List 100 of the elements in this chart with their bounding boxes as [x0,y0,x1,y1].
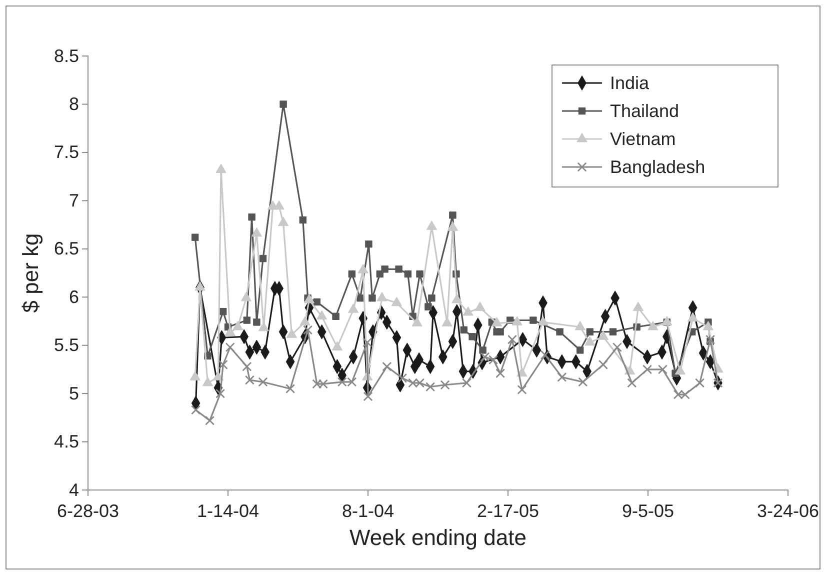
point [428,294,436,302]
y-tick-label: 4 [68,480,79,500]
point [358,264,368,274]
point [356,294,364,302]
point [190,371,200,380]
point [557,372,567,382]
point [212,371,224,380]
legend-label: India [610,73,650,93]
point [507,334,517,344]
point [395,266,402,273]
point [280,100,287,108]
point [218,360,228,370]
point [426,382,436,392]
point [491,317,502,326]
point [496,368,506,378]
x-tick-label: 1-14-04 [196,501,260,521]
point [702,320,714,330]
point [517,384,527,394]
point [479,346,486,354]
x-tick-label: 6-28-03 [56,501,120,521]
point [376,292,388,302]
point [191,234,199,241]
point [286,384,296,394]
point [648,320,658,330]
point [496,328,504,336]
point [576,346,584,354]
point [538,316,548,326]
point [447,222,458,231]
point [274,200,284,210]
point [574,320,586,330]
point [216,164,226,173]
point [368,294,376,302]
y-tick-label: 7.5 [54,142,79,162]
point [303,325,313,335]
point [259,254,267,262]
point [398,373,408,383]
point [424,303,432,310]
x-tick-label: 2-17-05 [476,501,540,521]
point [642,364,652,374]
point [598,360,608,370]
point [440,380,450,390]
y-tick-label: 4.5 [54,432,79,452]
point [332,341,343,350]
point [244,375,254,385]
y-tick-label: 6.5 [54,238,79,259]
point [713,378,723,388]
point [452,294,462,304]
point [365,240,372,248]
point [474,302,486,311]
point [225,342,235,352]
point [695,378,705,388]
point [442,317,452,326]
point [687,312,698,322]
point [216,388,226,398]
point [248,213,256,221]
y-tick-label: 5 [68,383,79,404]
point [286,328,298,338]
point [462,378,472,388]
point [304,294,315,304]
point [416,270,424,278]
point [278,216,289,226]
point [300,316,310,326]
point [584,336,596,346]
point [632,302,644,311]
y-tick-label: 5.5 [54,335,79,356]
point [348,304,359,313]
point [530,316,537,324]
y-tick-label: 8 [68,94,79,114]
point [202,376,214,386]
point [612,342,622,352]
point [598,330,609,340]
x-axis-title: Week ending date [350,525,526,550]
point [540,350,550,360]
x-tick-label: 3-24-06 [756,501,820,521]
point [556,328,564,336]
point [627,378,637,388]
point [381,266,388,273]
y-tick-label: 6 [68,286,79,307]
point [512,316,522,326]
legend-label: Vietnam [610,129,676,149]
point [382,362,392,372]
point [313,298,321,306]
point [258,377,268,387]
point [194,281,206,291]
legend-label: Bangladesh [610,157,706,177]
x-tick-label: 8-1-04 [342,501,394,521]
point [242,362,252,372]
point [224,326,236,336]
point [363,392,373,402]
point [706,334,716,344]
point [662,316,672,326]
point [243,316,251,324]
point [299,216,307,224]
point [391,296,402,306]
point [449,212,456,219]
point [412,317,422,326]
point [426,220,438,230]
legend-label: Thailand [610,101,680,121]
point [658,364,668,374]
point [674,365,686,375]
